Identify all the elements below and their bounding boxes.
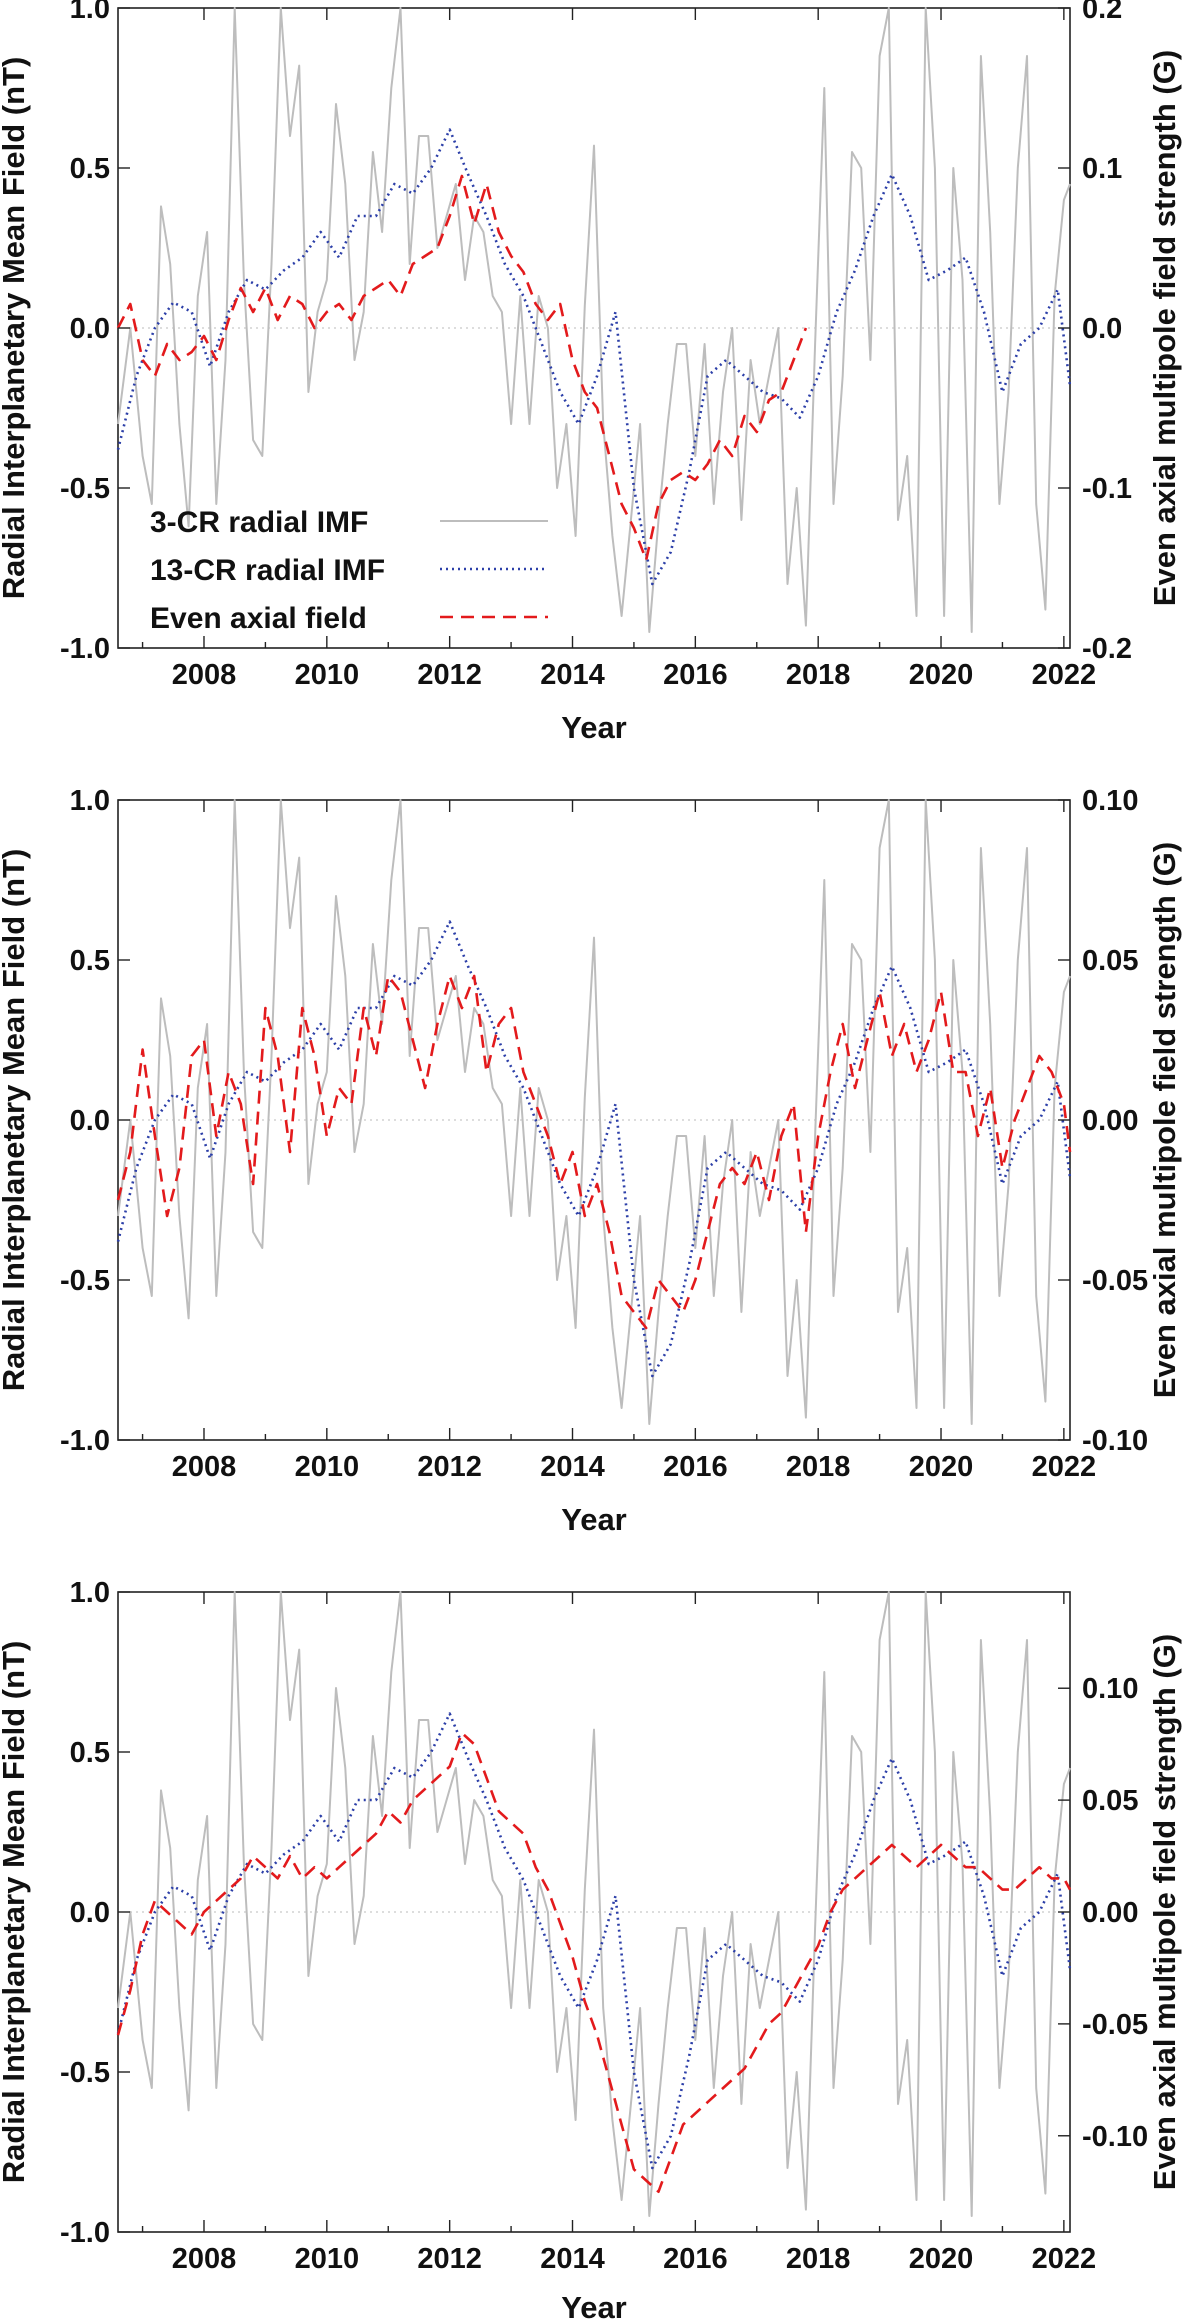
y-tick-label-3-3: 0.5	[70, 1737, 110, 1769]
ticks-layer-2: 2008 2010 2012 2014 2016 2018 2020 2022 -1.0 -0.5…	[60, 785, 1148, 1483]
chart-panel-1: 2008 2010 2012 2014 2016 2018 2020 2022 -1.0 -0.5…	[0, 0, 1182, 745]
y2-tick-label-3-2: 0.05	[1082, 945, 1138, 977]
ticks-layer-1: 2008 2010 2012 2014 2016 2018 2020 2022 -1.0 -0.5…	[60, 0, 1132, 691]
x-tick-label-2020-3: 2020	[909, 2243, 974, 2275]
y2-tick-label-0-3: -0.10	[1082, 2121, 1148, 2153]
series-line-13-cr-radial-imf-1	[116, 128, 1072, 586]
series-layer-1	[116, 7, 1072, 633]
y-tick-label-2-3: 0.0	[70, 1897, 110, 1929]
chart-panel-2: 2008 2010 2012 2014 2016 2018 2020 2022 -1.0 -0.5…	[0, 785, 1182, 1537]
x-tick-label-2010-1: 2010	[295, 659, 360, 691]
y2-tick-label-2-1: 0.0	[1082, 313, 1122, 345]
y-tick-label-1-3: -0.5	[60, 2057, 110, 2089]
y2-tick-label-2-3: 0.00	[1082, 1897, 1138, 1929]
y-tick-label-2-1: 0.0	[70, 313, 110, 345]
y2-tick-label-1-1: -0.1	[1082, 473, 1132, 505]
x-tick-label-2022-3: 2022	[1032, 2243, 1097, 2275]
y-tick-label-4-3: 1.0	[70, 1577, 110, 1609]
y2-tick-label-1-3: -0.05	[1082, 2009, 1148, 2041]
legend-label-13cr: 13-CR radial IMF	[150, 554, 385, 587]
y-tick-label-1-2: -0.5	[60, 1265, 110, 1297]
legend-label-3cr: 3-CR radial IMF	[150, 506, 368, 539]
series-line-3-cr-radial-imf-2	[117, 799, 1071, 1425]
y-axis-title-3: Radial Interplanetary Mean Field (nT)	[0, 1641, 31, 2184]
legend-1: 3-CR radial IMF 13-CR radial IMF Even ax…	[150, 506, 548, 635]
x-tick-label-2018-1: 2018	[786, 659, 851, 691]
y2-axis-title-2: Even axial multipole field strength (G)	[1147, 842, 1182, 1398]
y2-tick-label-4-3: 0.10	[1082, 1673, 1138, 1705]
x-tick-label-2022-1: 2022	[1032, 659, 1097, 691]
series-line-even-axial-field-3	[116, 1731, 1072, 2193]
y2-axis-title-1: Even axial multipole field strength (G)	[1147, 50, 1182, 606]
x-tick-label-2018-2: 2018	[786, 1451, 851, 1483]
y-tick-label-1-1: -0.5	[60, 473, 110, 505]
y-tick-label-0-2: -1.0	[60, 1425, 110, 1457]
y2-tick-label-1-2: -0.05	[1082, 1265, 1148, 1297]
x-tick-label-2014-1: 2014	[540, 659, 605, 691]
x-tick-label-2010-2: 2010	[295, 1451, 360, 1483]
x-tick-label-2012-3: 2012	[417, 2243, 482, 2275]
y-axis-title-2: Radial Interplanetary Mean Field (nT)	[0, 849, 31, 1392]
y-tick-label-0-3: -1.0	[60, 2217, 110, 2249]
x-axis-title-3: Year	[561, 2290, 627, 2322]
y-tick-label-3-2: 0.5	[70, 945, 110, 977]
chart-panel-3: 2008 2010 2012 2014 2016 2018 2020 2022 -1.0 -0.5…	[0, 1577, 1182, 2322]
x-tick-label-2008-3: 2008	[172, 2243, 237, 2275]
x-tick-label-2010-3: 2010	[295, 2243, 360, 2275]
series-line-13-cr-radial-imf-2	[116, 920, 1072, 1378]
y-axis-title-1: Radial Interplanetary Mean Field (nT)	[0, 57, 31, 600]
x-tick-label-2016-2: 2016	[663, 1451, 728, 1483]
x-tick-label-2022-2: 2022	[1032, 1451, 1097, 1483]
y-tick-label-3-1: 0.5	[70, 153, 110, 185]
y2-tick-label-3-3: 0.05	[1082, 1785, 1138, 1817]
x-tick-label-2014-2: 2014	[540, 1451, 605, 1483]
x-tick-label-2020-2: 2020	[909, 1451, 974, 1483]
series-layer-3	[116, 1591, 1072, 2217]
x-tick-label-2016-1: 2016	[663, 659, 728, 691]
series-line-even-axial-field-1	[116, 174, 808, 562]
series-line-even-axial-field-2	[116, 974, 1072, 1330]
y2-tick-label-0-2: -0.10	[1082, 1425, 1148, 1457]
series-line-3-cr-radial-imf-1	[117, 7, 1071, 633]
series-line-13-cr-radial-imf-3	[116, 1712, 1072, 2170]
y2-tick-label-4-2: 0.10	[1082, 785, 1138, 817]
y-tick-label-4-1: 1.0	[70, 0, 110, 25]
series-line-3-cr-radial-imf-3	[117, 1591, 1071, 2217]
series-layer-2	[116, 799, 1072, 1425]
y-tick-label-0-1: -1.0	[60, 633, 110, 665]
x-tick-label-2012-2: 2012	[417, 1451, 482, 1483]
x-axis-title-1: Year	[561, 710, 627, 745]
y2-tick-label-4-1: 0.2	[1082, 0, 1122, 25]
legend-label-even-axial: Even axial field	[150, 602, 367, 635]
y2-axis-title-3: Even axial multipole field strength (G)	[1147, 1634, 1182, 2190]
x-tick-label-2008-2: 2008	[172, 1451, 237, 1483]
y-tick-label-2-2: 0.0	[70, 1105, 110, 1137]
x-tick-label-2014-3: 2014	[540, 2243, 605, 2275]
x-tick-label-2020-1: 2020	[909, 659, 974, 691]
ticks-layer-3: 2008 2010 2012 2014 2016 2018 2020 2022 -1.0 -0.5…	[60, 1577, 1148, 2275]
y2-tick-label-0-1: -0.2	[1082, 633, 1132, 665]
x-tick-label-2008-1: 2008	[172, 659, 237, 691]
x-tick-label-2018-3: 2018	[786, 2243, 851, 2275]
y2-tick-label-2-2: 0.00	[1082, 1105, 1138, 1137]
x-axis-title-2: Year	[561, 1502, 627, 1537]
y-tick-label-4-2: 1.0	[70, 785, 110, 817]
x-tick-label-2012-1: 2012	[417, 659, 482, 691]
y2-tick-label-3-1: 0.1	[1082, 153, 1122, 185]
x-tick-label-2016-3: 2016	[663, 2243, 728, 2275]
